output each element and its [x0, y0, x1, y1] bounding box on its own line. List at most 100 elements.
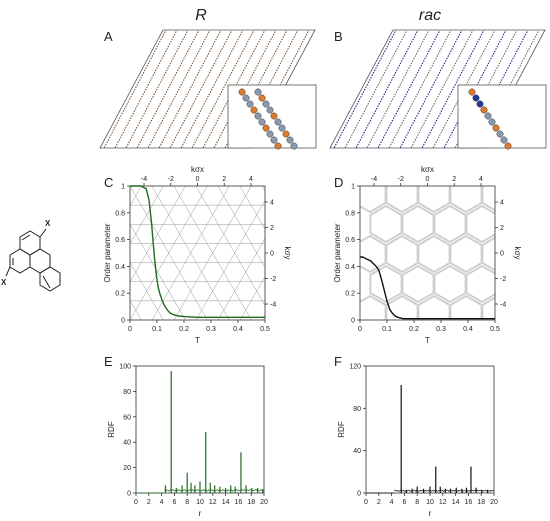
atom-sphere — [262, 100, 270, 108]
x-tick-label: 0 — [134, 499, 138, 506]
atom-sphere — [500, 136, 508, 144]
x-tick-label: 0 — [358, 326, 362, 333]
molecular-strand — [146, 30, 212, 148]
panel-letter-b: B — [334, 29, 343, 44]
x-tick-label: 16 — [465, 499, 473, 506]
y-tick-label: 120 — [349, 364, 361, 371]
top-tick-label: -2 — [398, 176, 404, 183]
y-tick-label: 0 — [121, 318, 125, 325]
lattice-line — [239, 186, 265, 230]
lattice-line — [130, 186, 208, 320]
lattice-line — [130, 261, 164, 320]
diffuse-hexagon — [465, 264, 495, 304]
molecular-strand — [376, 30, 442, 148]
y-tick-label: 0.2 — [115, 291, 125, 298]
x-tick-label: 4 — [160, 499, 164, 506]
x-tick-label: 0.3 — [436, 326, 446, 333]
y-tick-label: 0.4 — [115, 264, 125, 271]
atom-sphere — [278, 124, 286, 132]
x-tick-label: 2 — [377, 499, 381, 506]
atom-sphere — [254, 88, 262, 96]
y-tick-label: 0.4 — [345, 264, 355, 271]
atom-sphere — [266, 130, 274, 138]
right-tick-label: -2 — [500, 276, 506, 283]
atom-sphere — [492, 124, 500, 132]
x-tick-label: 0.1 — [382, 326, 392, 333]
x-tick-label: 0.5 — [260, 326, 270, 333]
top-tick-label: -2 — [168, 176, 174, 183]
y-tick-label: 0 — [357, 491, 361, 498]
reciprocal-lattice — [360, 186, 495, 320]
x-axis-label: T — [195, 336, 200, 345]
top-axis-label: kσx — [191, 165, 204, 174]
atom-sphere — [262, 124, 270, 132]
diffuse-hexagon — [433, 204, 467, 244]
y-tick-label: 20 — [123, 465, 131, 472]
lattice-line — [173, 186, 252, 320]
diffuse-hexagon — [401, 264, 435, 304]
atom-sphere — [270, 136, 278, 144]
x-tick-label: 20 — [260, 499, 268, 506]
x-tick-label: 12 — [209, 499, 217, 506]
y-tick-label: 80 — [123, 389, 131, 396]
atom-sphere — [484, 112, 492, 120]
x-tick-label: 14 — [452, 499, 460, 506]
molecular-strand — [100, 30, 146, 148]
top-tick-label: 0 — [426, 176, 430, 183]
x-tick-label: 18 — [247, 499, 255, 506]
x-tick-label: 0.3 — [206, 326, 216, 333]
molecular-strand — [135, 30, 201, 148]
lattice-line — [217, 186, 265, 268]
top-tick-label: 2 — [222, 176, 226, 183]
column-title-rac: rac — [419, 7, 441, 24]
panel-letter-a: A — [104, 29, 113, 44]
atom-sphere — [238, 88, 246, 96]
diffuse-hexagon — [417, 234, 451, 274]
molecular-strand — [102, 30, 168, 148]
order-parameter-line — [360, 256, 495, 320]
atom-sphere — [290, 142, 298, 150]
plot-frame — [365, 365, 495, 494]
unit-cell-outline-rac — [329, 29, 546, 149]
x-tick-label: 20 — [490, 499, 498, 506]
diffuse-hexagon — [481, 296, 495, 320]
molecular-strand — [124, 30, 190, 148]
lattice-line — [306, 186, 383, 320]
packing-panel-rac — [329, 29, 547, 150]
diffuse-hexagon — [481, 236, 495, 272]
atom-sphere — [274, 118, 282, 126]
diffuse-hexagon — [433, 264, 467, 304]
panel-letter-d: D — [334, 175, 343, 190]
molecular-strand — [409, 30, 475, 148]
y-tick-label: 0.8 — [115, 210, 125, 217]
molecular-strand — [332, 30, 398, 148]
molecular-strand — [398, 30, 464, 148]
rdf-chart-rac: 0 2 4 6 8 10 12 14 16 18 20 0 40 80 120 r RDF — [337, 364, 498, 519]
molecular-strand — [100, 30, 135, 148]
atom-sphere — [246, 100, 254, 108]
rdf-noise — [163, 489, 265, 493]
substituent-label-top: X — [45, 219, 51, 228]
lattice-line — [284, 186, 361, 320]
y-tick-label: 60 — [123, 414, 131, 421]
y-tick-label: 40 — [123, 440, 131, 447]
lattice-line — [20, 186, 97, 320]
x-tick-label: 0.1 — [152, 326, 162, 333]
diffuse-hexagon — [449, 234, 483, 274]
order-parameter-line — [130, 185, 265, 318]
y-tick-label: 0.8 — [345, 210, 355, 217]
right-tick-label: 2 — [500, 225, 504, 232]
y-axis-label: Order parameter — [103, 223, 112, 282]
molecular-strand — [387, 30, 453, 148]
x-tick-label: 8 — [415, 499, 419, 506]
lattice-line — [239, 276, 265, 320]
order-parameter-chart-rac: 0 0.1 0.2 0.3 0.4 0.5 0 0.2 0.4 0.6 0.8 1 -4 -2 0 2 4 4 2 0… — [333, 165, 522, 345]
molecular-strand — [365, 30, 431, 148]
x-tick-label: 14 — [222, 499, 230, 506]
atom-sphere — [258, 94, 266, 102]
right-axis-label: kσy — [513, 247, 522, 260]
atom-sphere — [488, 118, 496, 126]
top-tick-label: 0 — [196, 176, 200, 183]
atom-sphere — [274, 142, 282, 150]
x-tick-label: 16 — [235, 499, 243, 506]
